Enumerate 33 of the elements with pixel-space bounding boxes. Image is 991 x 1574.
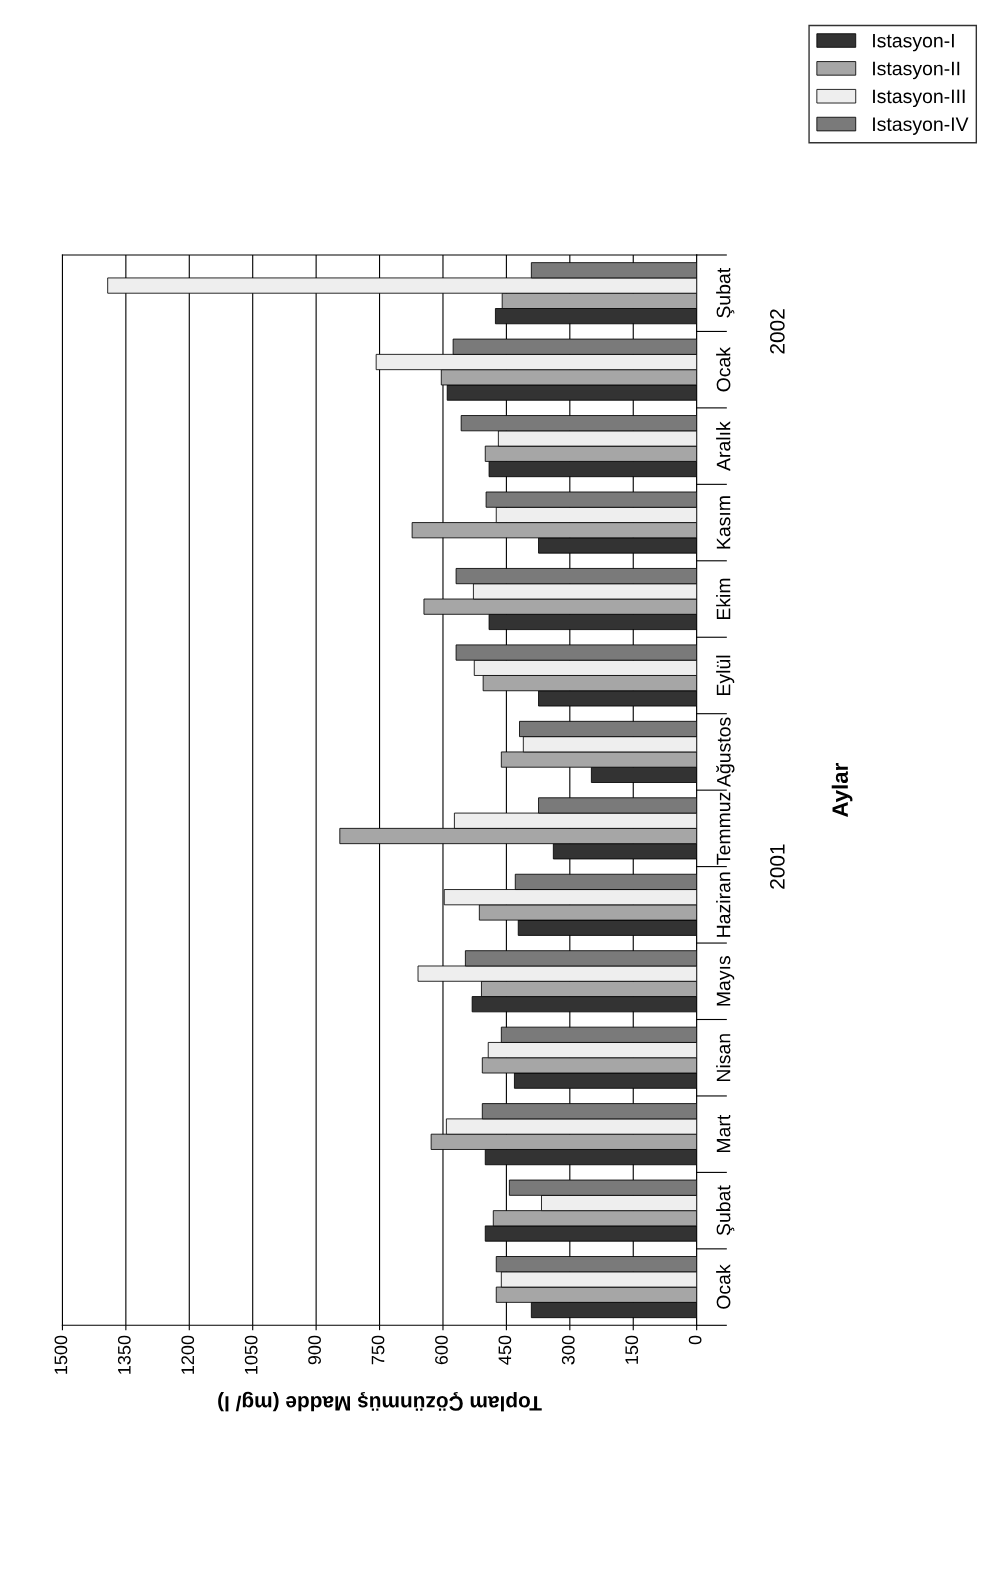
y-tick-label: Haziran — [716, 872, 731, 937]
y-tick-label: Eylül — [716, 655, 735, 695]
x-tick-label: 1200 — [181, 1335, 195, 1374]
legend-label: Istasyon-I — [873, 33, 954, 52]
y-tick-label: Mayıs — [716, 956, 735, 1006]
text: 2002 — [769, 309, 785, 354]
x-tick-label: 1050 — [244, 1335, 258, 1374]
x-tick-label: 450 — [498, 1335, 512, 1365]
x-tick-label: 300 — [561, 1335, 575, 1365]
y-tick-label: Ekim — [716, 578, 731, 620]
x-tick-label: 900 — [308, 1335, 321, 1365]
y-tick-label: Ocak — [716, 1264, 731, 1309]
x-tick-label: 600 — [435, 1335, 448, 1365]
y-tick-label: Temmuz — [716, 792, 731, 865]
x-axis-title: Toplam Çözünmüş Madde (mg/ l) — [218, 1391, 542, 1412]
legend-label: Istasyon-III — [873, 89, 965, 108]
y-tick-label: Aralık — [716, 421, 731, 471]
legend-label: Istasyon-II — [873, 61, 960, 80]
y-tick-label: Ağustos — [716, 717, 735, 788]
y-tick-label: Nisan — [716, 1034, 731, 1081]
x-tick-label: 0 — [688, 1335, 702, 1345]
y-tick-label: Şubat — [716, 267, 735, 318]
y-tick-label: Şubat — [716, 1185, 735, 1236]
y-tick-label: Mart — [716, 1114, 731, 1153]
x-tick-label: 1500 — [54, 1335, 68, 1374]
x-tick-label: 150 — [625, 1335, 639, 1364]
y-tick-label: Kasım — [716, 496, 731, 549]
y-axis-title: Aylar — [831, 763, 853, 817]
x-tick-label: 1350 — [117, 1335, 131, 1374]
legend-label: Istasyon-IV — [873, 117, 969, 135]
y-tick-label: Ocak — [716, 346, 731, 392]
x-tick-label: 750 — [371, 1335, 385, 1365]
text: 2001 — [769, 844, 785, 889]
